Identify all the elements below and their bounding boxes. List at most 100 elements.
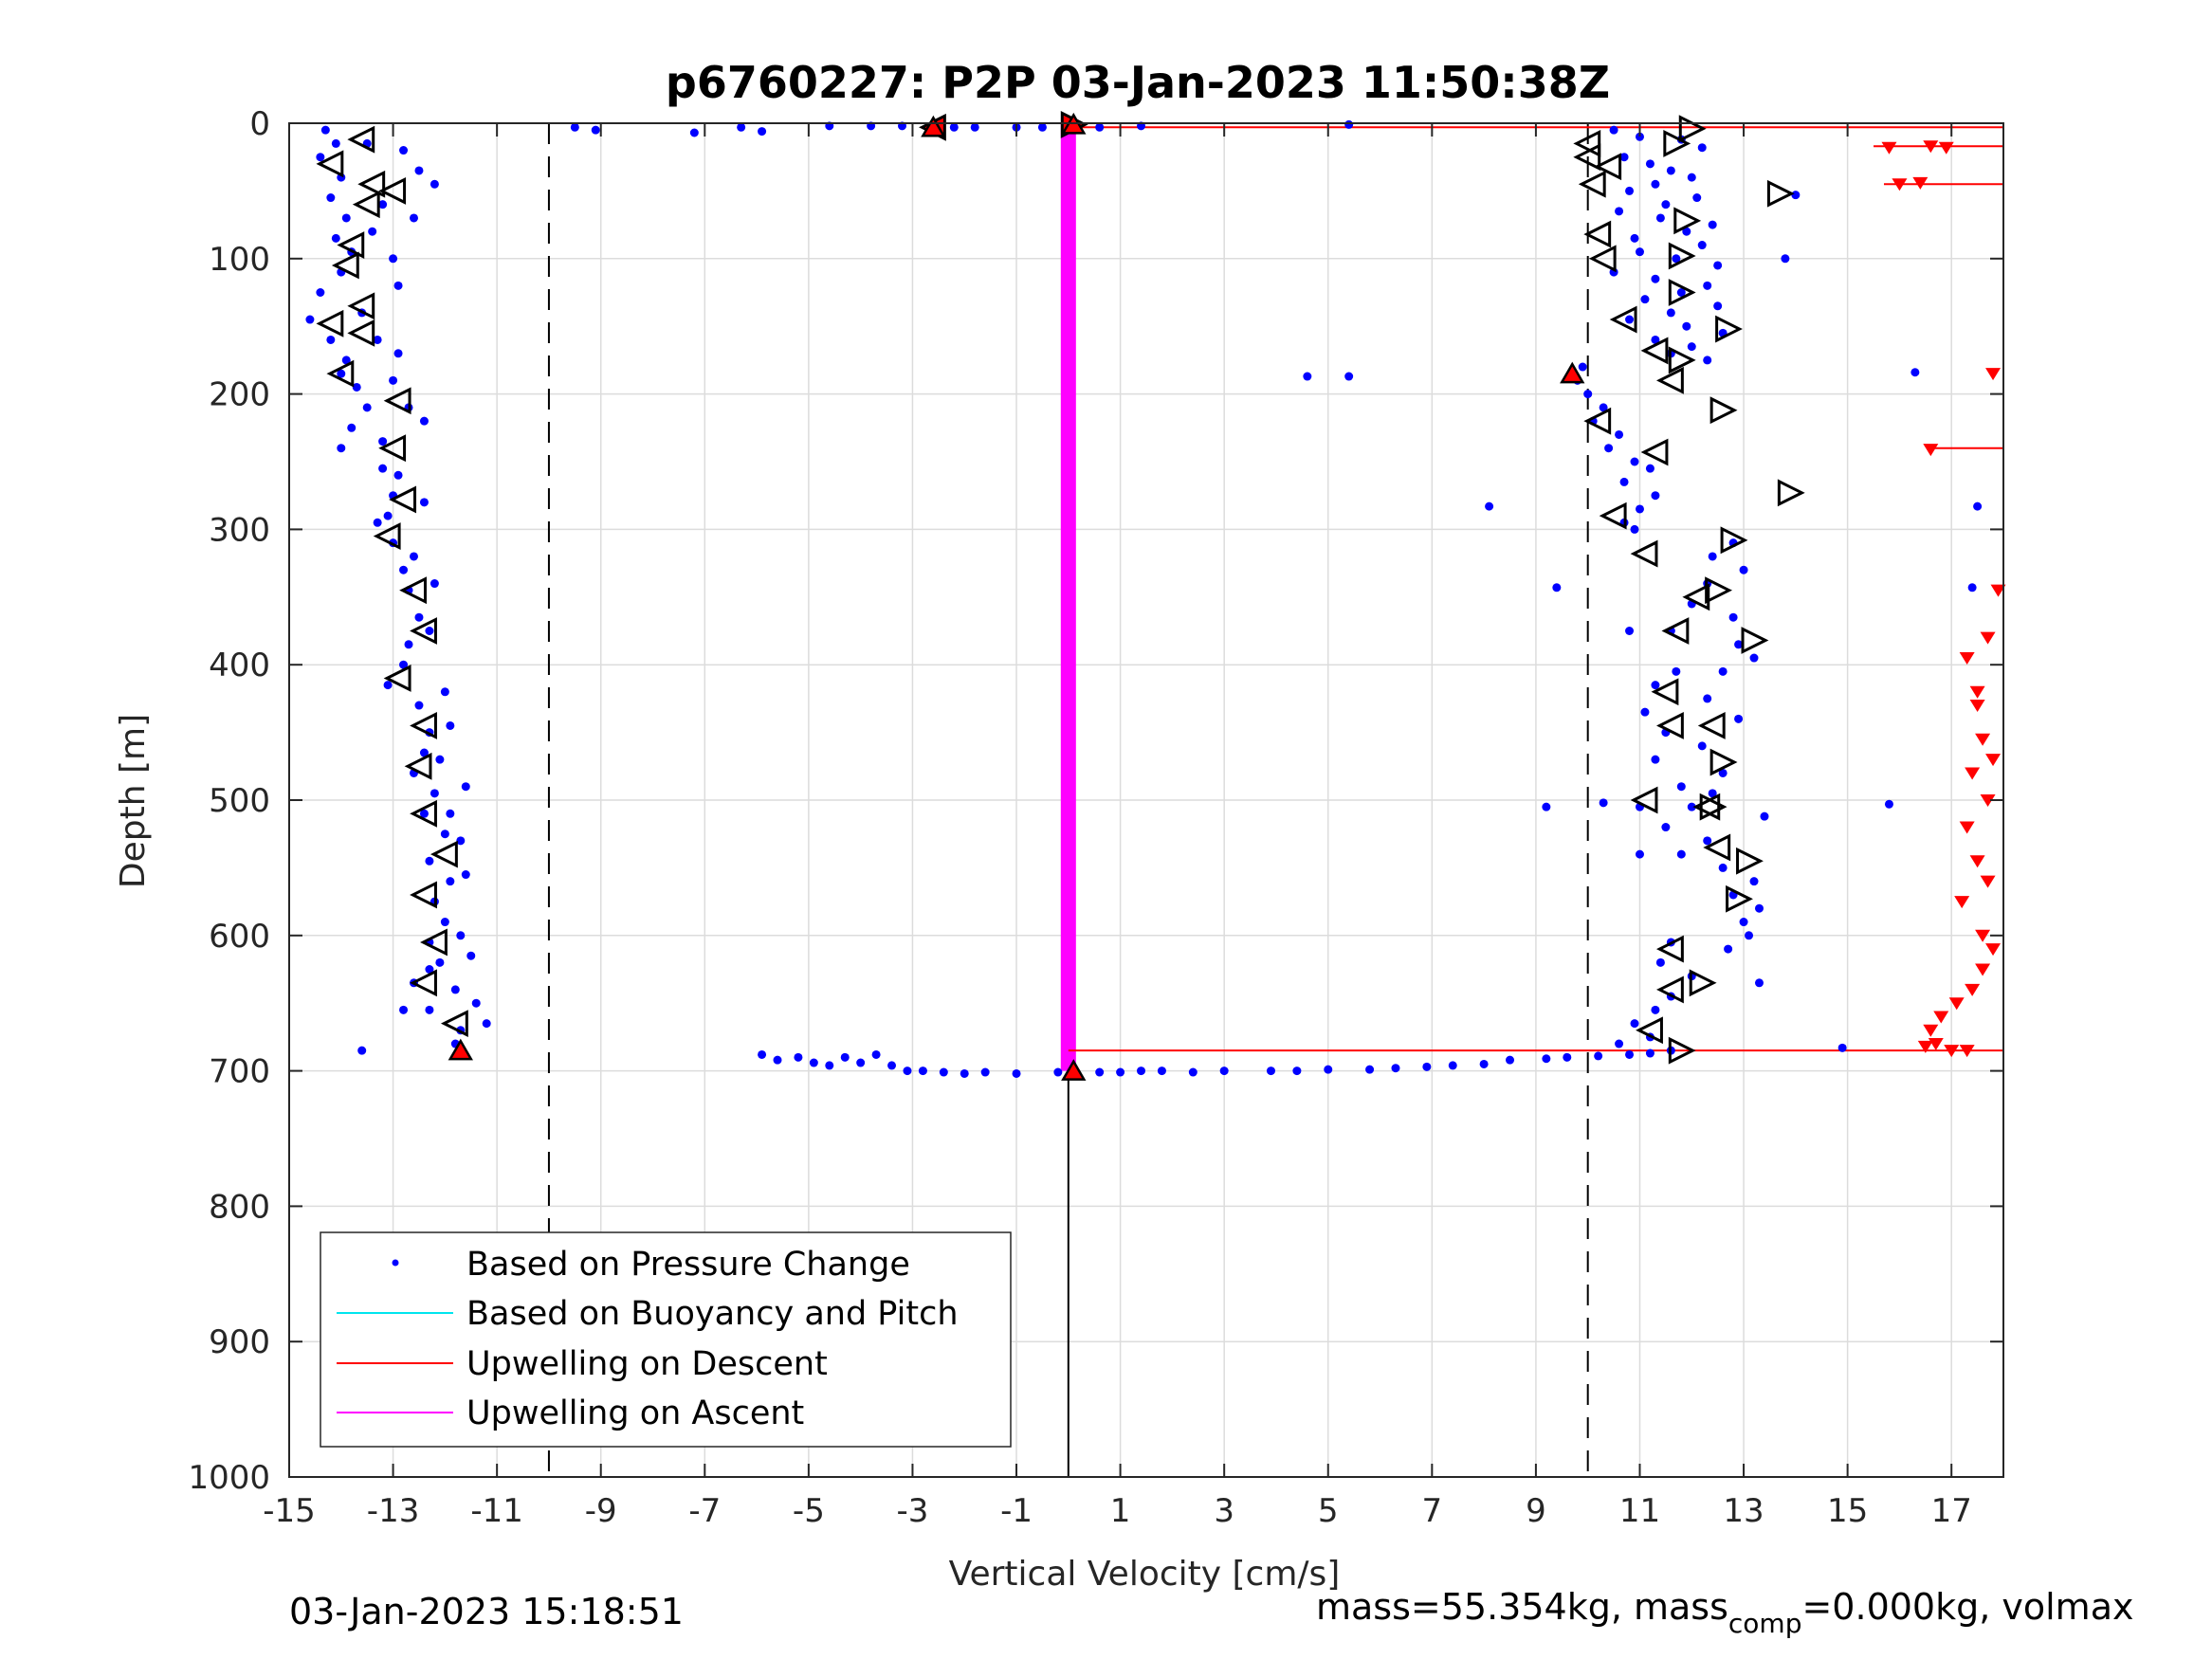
descent-point [1985,754,2002,767]
left-triangle-marker [420,928,448,957]
left-triangle-marker [1573,129,1601,157]
pressure-point [393,349,403,358]
pressure-point [1292,1066,1302,1076]
descent-point [1933,1011,1949,1024]
pressure-point [316,153,325,162]
legend-buoyancy-label: Based on Buoyancy and Pitch [466,1295,959,1333]
pressure-point [399,1005,409,1014]
legend-ascent-label: Upwelling on Ascent [466,1395,804,1432]
right-triangle-marker [1673,207,1702,235]
pressure-point [389,375,398,385]
descent-point [1923,444,1939,457]
pressure-point [1718,768,1728,777]
right-triangle-marker [1668,279,1696,306]
descent-point [1985,368,2002,381]
left-triangle-marker [1651,678,1679,706]
pressure-point [1973,501,1983,511]
pressure-point [1095,1067,1105,1077]
pressure-point [871,1049,881,1059]
x-tick-label: -7 [688,1492,721,1530]
descent-point [1975,733,1991,746]
ascent-bar-layer [1060,123,1076,1071]
pressure-point [1703,281,1712,290]
left-triangle-marker [389,485,417,514]
pressure-point [980,1067,990,1077]
pressure-point [1594,1051,1603,1061]
timestamp-annotation: 03-Jan-2023 15:18:51 [289,1591,684,1632]
pressure-point [1687,173,1696,182]
pressure-point [1635,247,1644,257]
pressure-point [425,627,434,635]
left-triangle-marker [1656,935,1684,963]
pressure-point [1687,802,1696,811]
pressure-point [1754,978,1764,988]
right-triangle-marker [1720,526,1748,555]
right-triangle-marker [1766,179,1795,208]
left-triangle-marker [430,840,458,868]
pressure-point [435,957,445,967]
pressure-point [1625,315,1635,324]
y-tick-label: 100 [209,241,270,279]
x-tick-labels: -15 -13 -11 -9 -7 -5 -3 -1 1 3 5 7 9 11 13 15 17 [263,123,1972,1530]
direction-markers-layer [316,111,1805,1081]
y-tick-label: 800 [209,1188,270,1226]
y-tick-label: 400 [209,647,270,684]
pressure-point [425,965,434,974]
pressure-point [419,498,429,507]
pressure-point [352,382,361,392]
pressure-point [887,1061,897,1070]
pressure-point [1542,1054,1551,1064]
left-triangle-marker [326,359,355,388]
left-triangle-marker [347,292,375,320]
pressure-point [1703,356,1712,365]
pressure-point [1630,233,1639,243]
pressure-point [1365,1065,1375,1074]
pressure-point [466,951,476,960]
descent-point [1980,631,1996,645]
mass-annotation: mass=55.354kg, masscomp=0.000kg, volmax [1316,1586,2133,1639]
pressure-point [378,437,388,447]
pressure-point [440,687,449,697]
x-tick-label: 9 [1526,1492,1546,1530]
pressure-point [1728,612,1738,622]
pressure-point [1791,191,1801,200]
pressure-point [1651,179,1660,189]
y-tick-labels: 0 100 200 300 400 500 600 700 800 900 1000 [188,105,2003,1497]
left-triangle-marker [1656,712,1684,739]
pressure-point [440,918,449,927]
y-tick-label: 500 [209,782,270,820]
pressure-point [591,125,600,135]
pressure-point [326,193,336,203]
pressure-point [1703,694,1712,703]
pressure-point [446,877,455,886]
pressure-point [1012,1068,1021,1078]
x-tick-label: -11 [470,1492,523,1530]
x-tick-label: 15 [1827,1492,1868,1530]
pressure-point [1157,1066,1166,1076]
pressure-point [1739,565,1748,574]
left-triangle-marker [1630,539,1658,568]
x-tick-label: -3 [897,1492,929,1530]
left-triangle-marker [383,665,411,692]
pressure-point [1583,390,1593,399]
y-tick-label: 200 [209,376,270,414]
left-triangle-marker [383,387,411,415]
pressure-point [1344,372,1354,381]
x-tick-label: 3 [1214,1492,1234,1530]
pressure-point [1542,802,1551,811]
pressure-point [337,369,346,378]
descent-point [1969,700,1985,713]
descent-point [1965,983,1981,996]
pressure-point [425,856,434,866]
pressure-point [331,138,340,148]
pressure-point [1724,944,1733,954]
mass-annotation-subscript: comp [1728,1608,1802,1639]
left-triangle-marker [410,712,437,739]
pressure-point [1619,153,1629,162]
pressure-point [1635,504,1644,514]
pressure-point [960,1068,969,1078]
descent-point [1892,178,1908,191]
pressure-point [1661,200,1671,210]
pressure-point [1615,1039,1624,1048]
pressure-point [383,681,393,690]
